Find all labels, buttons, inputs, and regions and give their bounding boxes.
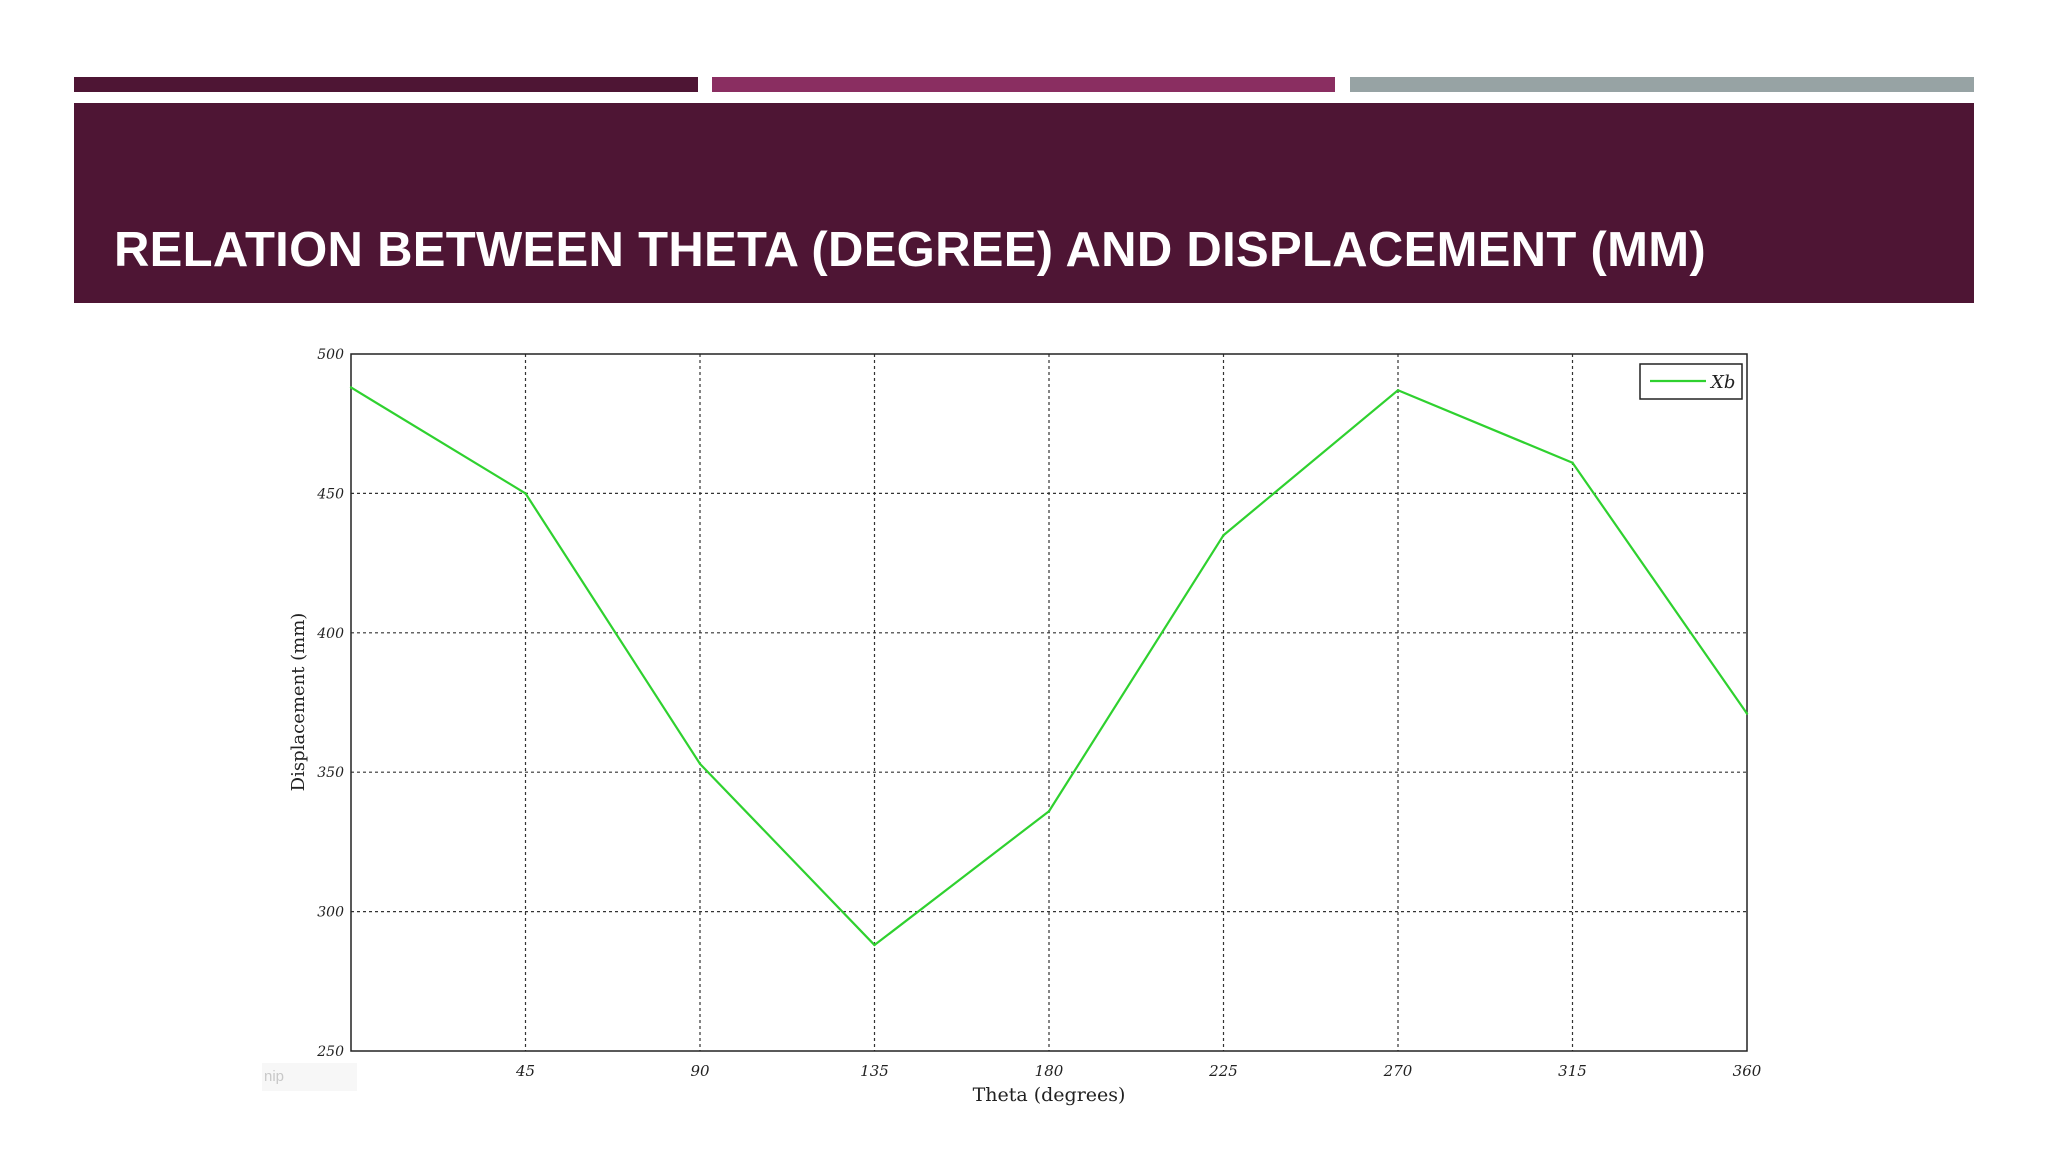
y-tick-label: 500 <box>317 347 344 363</box>
data-point <box>1047 810 1051 813</box>
y-tick-label: 250 <box>316 1044 344 1060</box>
slide-title: RELATION BETWEEN THETA (DEGREE) AND DISP… <box>114 223 1706 277</box>
data-point <box>1745 712 1749 715</box>
data-point <box>1396 389 1400 392</box>
data-point <box>524 492 527 495</box>
y-tick-label: 450 <box>316 486 344 502</box>
series-lines <box>349 386 1749 947</box>
x-tick-label: 180 <box>1035 1062 1064 1080</box>
x-tick-label: 270 <box>1383 1062 1413 1080</box>
x-tick-label: 90 <box>690 1062 710 1080</box>
accent-bar-1 <box>74 77 698 92</box>
data-point <box>698 762 702 766</box>
y-tick-label: 350 <box>317 765 344 781</box>
accent-bar-2 <box>712 77 1335 92</box>
data-point <box>1571 461 1574 464</box>
y-axis-label: Displacement (mm) <box>288 613 309 792</box>
y-tick-label: 400 <box>316 626 344 642</box>
title-band <box>74 103 1974 303</box>
accent-bar-3 <box>1350 77 1974 92</box>
data-point <box>349 386 353 389</box>
plot-frame <box>350 353 1748 1052</box>
x-tick-label: 135 <box>860 1062 889 1080</box>
x-tick-label: 45 <box>515 1062 535 1080</box>
x-tick-label: 360 <box>1733 1062 1762 1080</box>
legend-label-xb: Xb <box>1709 372 1735 393</box>
legend: Xb <box>1639 363 1743 400</box>
y-tick-labels: 250 300 350 400 450 500 <box>316 347 344 1060</box>
x-tick-label: 315 <box>1558 1062 1587 1080</box>
y-tick-label: 300 <box>317 905 344 921</box>
data-point <box>1222 534 1225 537</box>
grid-lines <box>351 354 1747 1051</box>
data-point <box>873 943 876 947</box>
x-tick-label: 225 <box>1208 1062 1238 1080</box>
snip-label: nip <box>262 1063 357 1091</box>
x-axis-label: Theta (degrees) <box>973 1084 1126 1106</box>
